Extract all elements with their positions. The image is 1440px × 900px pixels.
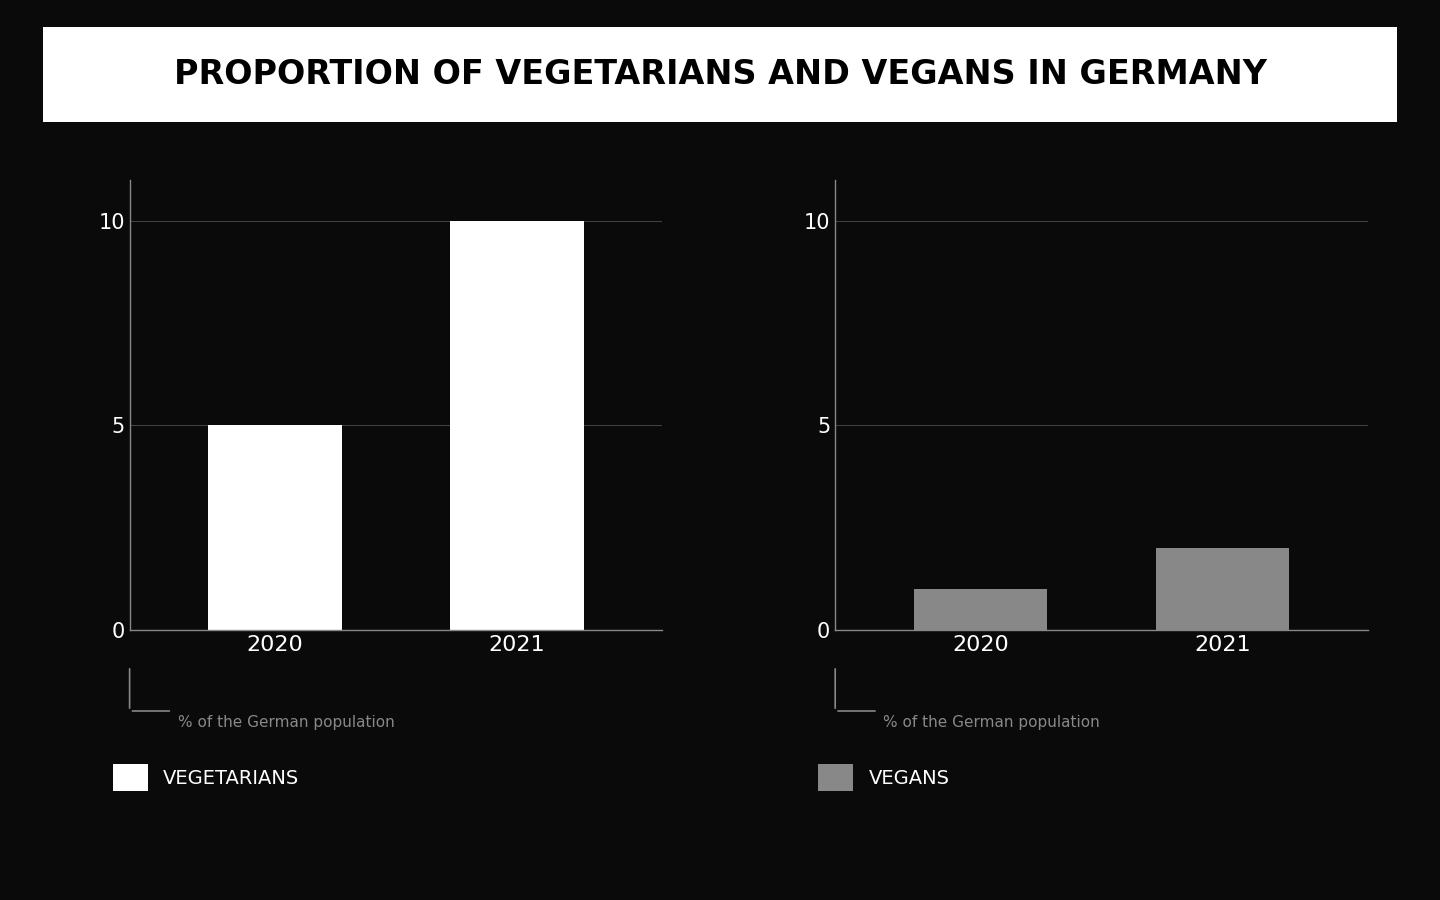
Legend: VEGANS: VEGANS bbox=[818, 764, 950, 791]
Bar bbox=[1156, 548, 1289, 630]
Bar bbox=[914, 590, 1047, 630]
Legend: VEGETARIANS: VEGETARIANS bbox=[112, 764, 300, 791]
Text: PROPORTION OF VEGETARIANS AND VEGANS IN GERMANY: PROPORTION OF VEGETARIANS AND VEGANS IN … bbox=[173, 58, 1267, 91]
Text: % of the German population: % of the German population bbox=[177, 716, 395, 731]
Bar bbox=[209, 426, 341, 630]
Bar bbox=[451, 220, 583, 630]
Text: % of the German population: % of the German population bbox=[883, 716, 1100, 731]
